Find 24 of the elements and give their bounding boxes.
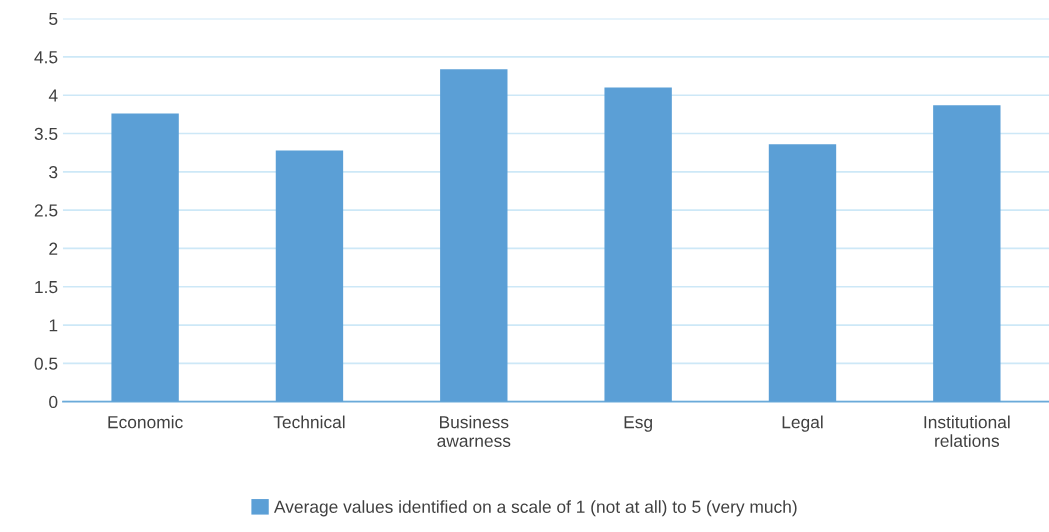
y-tick-label: 4 <box>48 89 58 102</box>
y-tick-label: 0.5 <box>34 357 58 370</box>
x-tick-label: Economic <box>108 415 183 429</box>
y-tick-label: 1.5 <box>35 281 58 294</box>
x-tick-label: Institutional relations <box>924 415 1010 447</box>
x-tick-label: Legal <box>782 415 823 432</box>
bar <box>604 87 672 402</box>
x-tick-label: Esg <box>624 416 652 432</box>
y-tick-label: 3 <box>49 166 58 179</box>
bar <box>440 69 508 402</box>
bar <box>111 113 179 402</box>
y-tick-label: 3.5 <box>34 127 58 140</box>
y-tick-label: 0 <box>49 395 58 409</box>
bar <box>933 105 1001 402</box>
y-tick-label: 4.5 <box>34 51 58 64</box>
bar <box>275 150 344 402</box>
x-tick-label: Business awarness <box>437 415 511 447</box>
y-tick-label: 5 <box>49 12 58 26</box>
y-tick-label: 1 <box>49 319 58 332</box>
bar <box>768 144 837 402</box>
legend-label: Average values identified on a scale of 1 (not at all) to 5 (very much) <box>273 500 797 517</box>
y-tick-label: 2.5 <box>34 204 58 217</box>
x-tick-label: Technical <box>273 415 345 429</box>
y-tick-label: 2 <box>49 242 58 255</box>
